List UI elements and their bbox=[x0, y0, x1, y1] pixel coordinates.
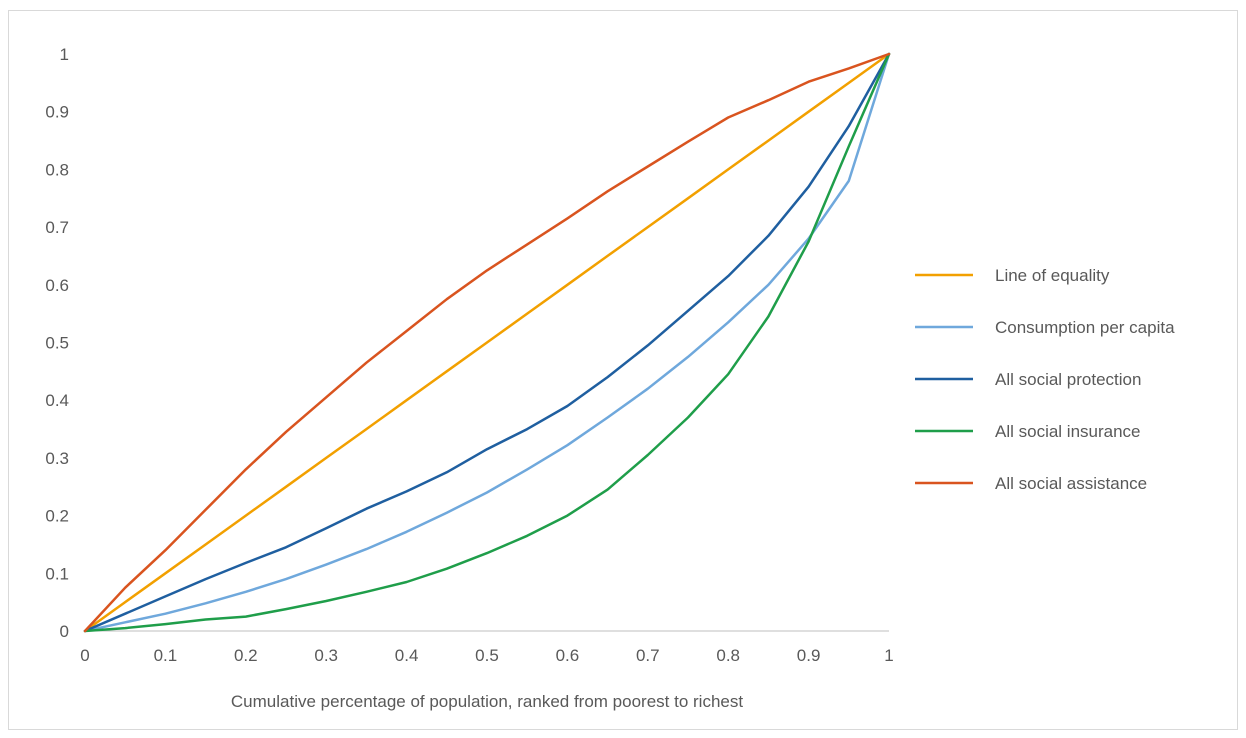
axes: 0 0.1 0.2 0.3 0.4 0.5 0.6 0.7 0.8 0.9 1 0 0.1 0.2 0.3 0… bbox=[45, 45, 893, 665]
y-tick-label: 0.9 bbox=[45, 103, 69, 122]
series-line-3 bbox=[83, 52, 891, 633]
legend-label: All social insurance bbox=[995, 422, 1141, 441]
chart-svg: 0 0.1 0.2 0.3 0.4 0.5 0.6 0.7 0.8 0.9 1 0 0.1 0.2 0.3 0… bbox=[45, 45, 1175, 711]
legend-label: Line of equality bbox=[995, 266, 1110, 285]
y-tick-label: 0.3 bbox=[45, 449, 69, 468]
legend-label: Consumption per capita bbox=[995, 318, 1175, 337]
x-tick-label: 0.7 bbox=[636, 646, 660, 665]
y-tick-label: 0.6 bbox=[45, 276, 69, 295]
y-tick-label: 0.5 bbox=[45, 334, 69, 353]
series-line-4 bbox=[83, 52, 891, 633]
chart-frame: 0 0.1 0.2 0.3 0.4 0.5 0.6 0.7 0.8 0.9 1 0 0.1 0.2 0.3 0… bbox=[8, 10, 1238, 730]
y-tick-label: 0.8 bbox=[45, 160, 69, 179]
series-line-2 bbox=[83, 52, 891, 633]
y-tick-label: 0.7 bbox=[45, 218, 69, 237]
x-tick-label: 0.6 bbox=[556, 646, 580, 665]
x-tick-label: 0.8 bbox=[716, 646, 740, 665]
x-tick-label: 0.2 bbox=[234, 646, 258, 665]
x-axis-title: Cumulative percentage of population, ran… bbox=[231, 692, 743, 711]
y-tick-label: 0 bbox=[60, 622, 69, 641]
y-tick-label: 1 bbox=[60, 45, 69, 64]
y-tick-label: 0.2 bbox=[45, 507, 69, 526]
x-tick-label: 0.4 bbox=[395, 646, 419, 665]
x-tick-label: 0.9 bbox=[797, 646, 821, 665]
series-line-1 bbox=[83, 52, 891, 633]
legend-label: All social assistance bbox=[995, 474, 1147, 493]
series-line-5 bbox=[83, 52, 891, 633]
y-tick-label: 0.1 bbox=[45, 564, 69, 583]
x-tick-label: 0.5 bbox=[475, 646, 499, 665]
series-layer bbox=[83, 52, 891, 633]
x-tick-label: 0 bbox=[80, 646, 89, 665]
x-tick-label: 0.1 bbox=[154, 646, 178, 665]
legend-label: All social protection bbox=[995, 370, 1141, 389]
x-tick-label: 0.3 bbox=[314, 646, 338, 665]
legend: Line of equality Consumption per capita Al… bbox=[915, 266, 1175, 493]
x-tick-label: 1 bbox=[884, 646, 893, 665]
y-tick-label: 0.4 bbox=[45, 391, 69, 410]
